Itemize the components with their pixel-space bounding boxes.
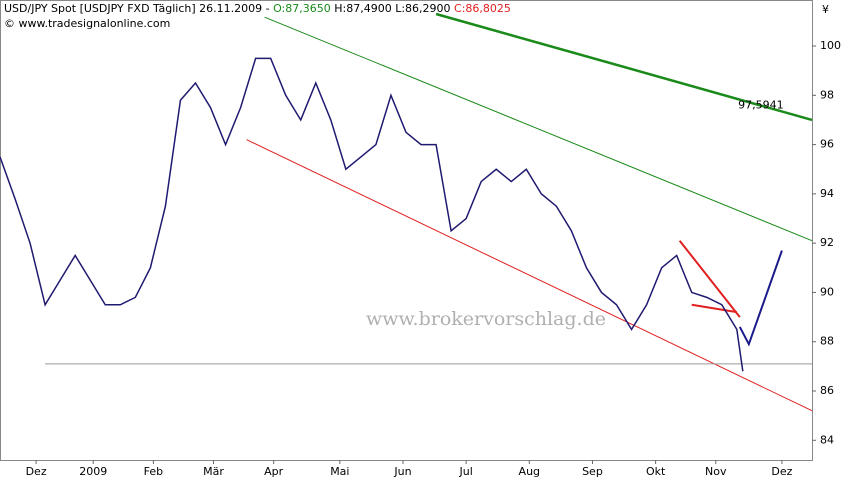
y-tick-label: 88: [820, 335, 834, 348]
x-tick-label: Feb: [144, 465, 163, 478]
annotation: 97,5941: [738, 98, 784, 111]
y-unit: ¥: [822, 3, 829, 16]
y-tick-label: 84: [820, 433, 834, 446]
x-tick-label: Mai: [330, 465, 349, 478]
trend-line: [264, 16, 813, 242]
y-tick-label: 96: [820, 138, 834, 151]
x-tick-label: Mär: [203, 465, 224, 478]
x-tick-label: Dez: [26, 465, 47, 478]
y-tick-label: 100: [820, 39, 841, 52]
header-prefix: USD/JPY Spot [USDJPY FXD Täglich] 26.11.…: [4, 2, 270, 15]
trend-line: [246, 139, 813, 412]
y-tick-label: 92: [820, 236, 834, 249]
y-tick-label: 94: [820, 187, 834, 200]
x-tick-label: Okt: [646, 465, 666, 478]
y-tick-label: 86: [820, 384, 834, 397]
trend-line: [738, 250, 783, 347]
x-tick-label: Apr: [264, 465, 284, 478]
x-tick-label: Jul: [459, 465, 473, 478]
trend-line: [691, 303, 737, 314]
header-high-low: H:87,4900 L:86,2900: [334, 2, 450, 15]
y-tick-label: 90: [820, 285, 834, 298]
x-tick-label: Aug: [519, 465, 540, 478]
chart-header: USD/JPY Spot [USDJPY FXD Täglich] 26.11.…: [4, 2, 511, 15]
copyright: © www.tradesignalonline.com: [4, 17, 170, 30]
x-tick-label: Sep: [582, 465, 603, 478]
header-close: C:86,8025: [454, 2, 511, 15]
x-tick-label: 2009: [79, 465, 107, 478]
trend-line: [678, 240, 741, 318]
x-tick-label: Nov: [705, 465, 727, 478]
plot-frame: [0, 0, 813, 461]
y-tick-label: 98: [820, 88, 834, 101]
trend-line: [435, 12, 813, 122]
price-line: [0, 57, 744, 372]
header-open: O:87,3650: [273, 2, 331, 15]
watermark: www.brokervorschlag.de: [366, 308, 606, 330]
x-tick-label: Jun: [393, 465, 411, 478]
x-tick-label: Dez: [771, 465, 792, 478]
